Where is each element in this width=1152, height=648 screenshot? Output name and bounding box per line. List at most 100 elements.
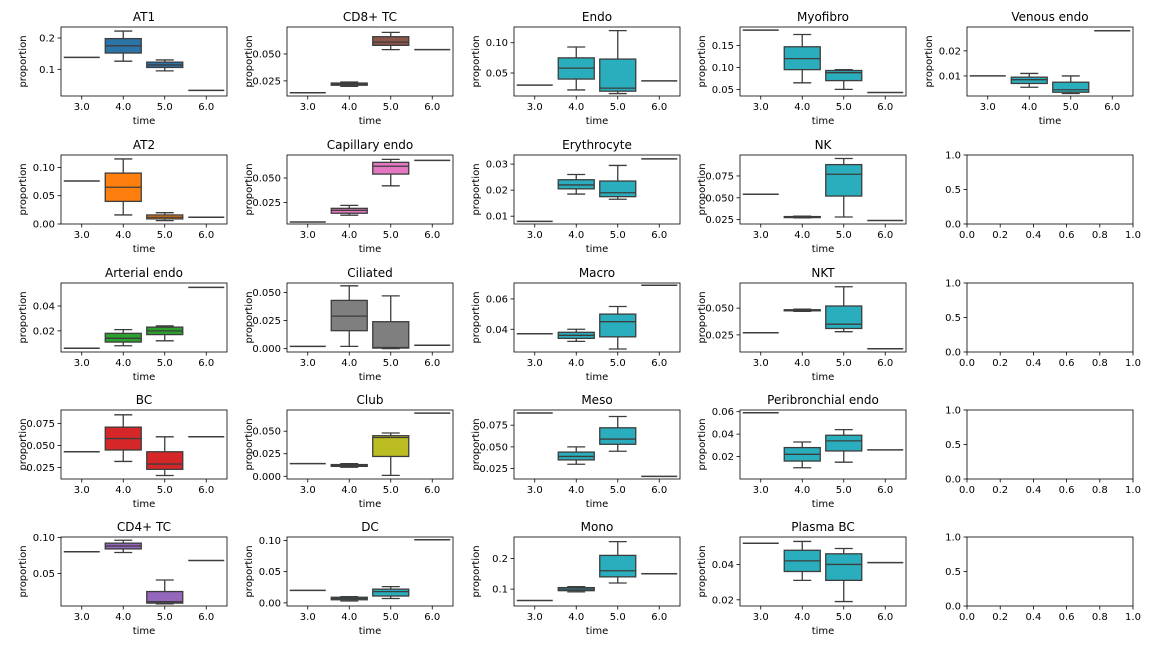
x-tick-label: 0.8: [1092, 612, 1108, 623]
x-tick-label: 6.0: [424, 102, 440, 113]
y-axis-label: proportion: [697, 545, 708, 597]
x-tick-label: 3.0: [753, 358, 769, 369]
y-tick-label: 0.050: [252, 427, 281, 438]
x-tick-label: 6.0: [651, 102, 667, 113]
y-tick-label: 0.04: [712, 430, 734, 441]
panel-title: DC: [361, 520, 379, 534]
y-axis-label: proportion: [244, 163, 255, 215]
x-tick-label: 3.0: [527, 102, 543, 113]
y-tick-label: 0.05: [486, 69, 508, 80]
axes-frame: [966, 409, 1134, 480]
x-tick-label: 0.2: [992, 230, 1008, 241]
x-tick-label: 6.0: [424, 230, 440, 241]
x-tick-label: 5.0: [383, 358, 399, 369]
x-axis-label: time: [359, 244, 382, 255]
y-tick-label: 0.10: [486, 38, 508, 49]
axes-frame: [966, 536, 1134, 607]
box: [599, 554, 637, 578]
x-tick-label: 0.8: [1092, 230, 1108, 241]
y-axis-label: proportion: [471, 163, 482, 215]
x-tick-label: 3.0: [753, 230, 769, 241]
x-tick-label: 1.0: [1125, 485, 1141, 496]
panel-erythrocyte: 0.01 0.02 0.03 3.0 4.0 5.0 6.0 time proportion Er…: [471, 138, 681, 255]
box: [825, 69, 863, 82]
x-tick-label: 4.0: [794, 230, 810, 241]
panel-arterial-endo: 0.02 0.04 3.0 4.0 5.0 6.0 time proportion Arteri…: [18, 266, 228, 383]
panel-endo: 0.05 0.10 3.0 4.0 5.0 6.0 time proportion Endo: [471, 10, 681, 127]
x-tick-label: 5.0: [157, 358, 173, 369]
x-tick-label: 1.0: [1125, 230, 1141, 241]
box: [825, 163, 863, 197]
y-tick-label: 0.025: [252, 198, 281, 209]
x-tick-label: 4.0: [794, 485, 810, 496]
x-tick-label: 4.0: [341, 358, 357, 369]
x-tick-label: 4.0: [115, 485, 131, 496]
axes-frame: [286, 154, 454, 225]
x-tick-label: 0.4: [1025, 358, 1041, 369]
x-tick-label: 6.0: [198, 230, 214, 241]
box: [599, 180, 637, 198]
y-tick-label: 0.050: [705, 304, 734, 315]
y-axis-label: proportion: [471, 35, 482, 87]
y-tick-label: 0.025: [479, 464, 508, 475]
x-tick-label: 6.0: [198, 358, 214, 369]
axes-frame: [513, 536, 681, 607]
y-tick-label: 0.02: [33, 326, 55, 337]
x-tick-label: 4.0: [794, 612, 810, 623]
axes-frame: [286, 536, 454, 607]
x-tick-label: 4.0: [115, 358, 131, 369]
y-tick-label: 0.0: [945, 348, 961, 359]
axes-frame: [60, 409, 228, 480]
panel-title: Macro: [579, 266, 615, 280]
y-tick-label: 0.075: [479, 421, 508, 432]
panel-capillary-endo: 0.025 0.050 3.0 4.0 5.0 6.0 time proportion Capi…: [244, 138, 454, 255]
y-tick-label: 0.025: [252, 449, 281, 460]
x-axis-label: time: [586, 499, 609, 510]
y-tick-label: 0.05: [33, 191, 55, 202]
y-tick-label: 0.025: [252, 316, 281, 327]
x-tick-label: 3.0: [300, 612, 316, 623]
x-tick-label: 3.0: [74, 485, 90, 496]
panel-title: Myofibro: [797, 10, 849, 24]
y-tick-label: 0.04: [486, 325, 508, 336]
x-tick-label: 0.0: [959, 358, 975, 369]
x-tick-label: 4.0: [794, 102, 810, 113]
x-axis-label: time: [133, 244, 156, 255]
x-tick-label: 5.0: [836, 485, 852, 496]
panel-venous-endo: 0.01 0.02 3.0 4.0 5.0 6.0 time proportion Venous…: [924, 10, 1134, 127]
x-axis-label: time: [812, 116, 835, 127]
x-axis-label: time: [812, 499, 835, 510]
axes-frame: [739, 282, 907, 353]
box: [599, 58, 637, 92]
x-tick-label: 5.0: [610, 230, 626, 241]
y-tick-label: 0.075: [705, 171, 734, 182]
x-axis-label: time: [1039, 116, 1062, 127]
axes-frame: [60, 282, 228, 353]
panel-title: Ciliated: [347, 266, 392, 280]
axes-frame: [739, 154, 907, 225]
x-tick-label: 5.0: [157, 102, 173, 113]
x-tick-label: 6.0: [651, 358, 667, 369]
y-tick-label: 0.05: [712, 85, 734, 96]
x-tick-label: 3.0: [300, 485, 316, 496]
box: [1052, 81, 1090, 93]
x-tick-label: 4.0: [115, 612, 131, 623]
panel-title: BC: [136, 393, 152, 407]
y-tick-label: 0.01: [939, 71, 961, 82]
panel-peribronchial-endo: 0.02 0.04 0.06 3.0 4.0 5.0 6.0 time proportion Pe…: [697, 393, 907, 510]
axes-frame: [739, 536, 907, 607]
x-tick-label: 5.0: [383, 102, 399, 113]
axes-frame: [513, 282, 681, 353]
x-tick-label: 6.0: [424, 358, 440, 369]
panel-meso: 0.025 0.050 0.075 3.0 4.0 5.0 6.0 time proportio…: [471, 393, 681, 510]
y-tick-label: 0.2: [492, 554, 508, 565]
x-tick-label: 6.0: [424, 612, 440, 623]
x-tick-label: 6.0: [877, 485, 893, 496]
axes-frame: [513, 154, 681, 225]
y-axis-label: proportion: [471, 545, 482, 597]
x-tick-label: 5.0: [836, 102, 852, 113]
y-tick-label: 0.050: [252, 174, 281, 185]
panel-title: Meso: [581, 393, 612, 407]
x-tick-label: 5.0: [610, 485, 626, 496]
y-tick-label: 0.04: [33, 302, 55, 313]
